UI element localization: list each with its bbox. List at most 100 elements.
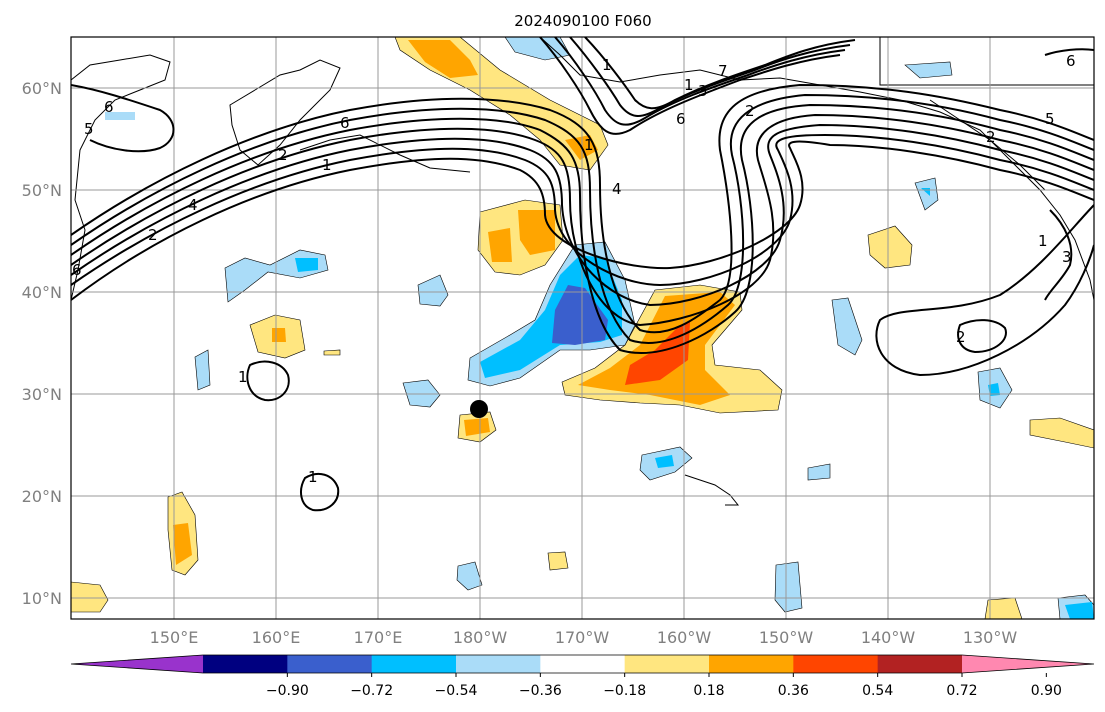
- shade-neg-south3: [456, 561, 483, 591]
- colorbar-tick-label: −0.54: [435, 683, 478, 699]
- shade-neg-east3-core: [988, 383, 1000, 396]
- shade-neg-main-core: [480, 255, 622, 378]
- colorbar-segment: [793, 655, 879, 673]
- shade-pos-left: [71, 581, 109, 613]
- colorbar-segment: [624, 655, 710, 673]
- lon-label: 160°E: [252, 628, 301, 647]
- coastline-canada: [879, 37, 1094, 86]
- shade-pos-small3: [323, 349, 341, 356]
- shade-pos-small1: [547, 551, 569, 571]
- shade-neg-small2: [194, 349, 211, 391]
- contour-label: 2: [278, 146, 288, 164]
- colorbar-tick-label: 0.54: [862, 683, 893, 699]
- colorbar-segment: [287, 655, 373, 673]
- contour-label: 5: [84, 120, 94, 138]
- lon-label: 150°E: [150, 628, 199, 647]
- shade-neg-south5-core: [1065, 602, 1094, 619]
- colorbar-extend-high: [962, 655, 1094, 673]
- shade-pos-se: [1029, 417, 1094, 449]
- shade-neg-east2: [914, 177, 939, 211]
- coastline-alaska: [539, 37, 1094, 301]
- shade-neg-north2: [904, 61, 953, 79]
- lon-label: 160°W: [657, 628, 712, 647]
- contour-label: 6: [676, 110, 686, 128]
- colorbar-tick-label: −0.72: [350, 683, 393, 699]
- contour-label: 1: [238, 368, 248, 386]
- lon-label: 130°W: [963, 628, 1018, 647]
- contour-6: [71, 133, 1094, 287]
- contour-label: 1: [584, 136, 594, 154]
- lat-label: 60°N: [22, 79, 62, 98]
- lat-label: 10°N: [22, 589, 62, 608]
- colorbar-tick-label: 0.72: [946, 683, 977, 699]
- colorbar-segment: [371, 655, 457, 673]
- colorbar-segment: [540, 655, 626, 673]
- contour-label: 2: [148, 226, 158, 244]
- contour-17: [1044, 48, 1094, 56]
- colorbar-segment: [203, 655, 288, 673]
- contour-label: 5: [1045, 110, 1055, 128]
- contour-label: 7: [718, 62, 728, 80]
- shade-pos-mid-core: [488, 228, 512, 262]
- shade-pos-south-core: [464, 418, 490, 436]
- colorbar-segment: [456, 655, 541, 673]
- lon-label: 170°W: [555, 628, 610, 647]
- lat-label: 30°N: [22, 385, 62, 404]
- contour-13: [957, 319, 1007, 354]
- lon-label: 170°E: [354, 628, 403, 647]
- colorbar-tick-label: −0.90: [266, 683, 309, 699]
- contour-label: 2: [745, 102, 755, 120]
- map-title: 2024090100 F060: [514, 12, 651, 30]
- contour-15: [300, 472, 340, 512]
- contour-label: 1: [1038, 232, 1048, 250]
- shade-pos-west-core: [272, 328, 286, 342]
- negative-shading: [105, 37, 1094, 619]
- lon-label: 180°W: [453, 628, 508, 647]
- shade-neg-small1: [417, 274, 449, 307]
- shade-neg-west-core: [295, 258, 318, 272]
- colorbar: −0.90 −0.72 −0.54 −0.36 −0.18 0.18 0.36 0.54 0.7…: [70, 654, 1095, 699]
- contour-label: 6: [1066, 52, 1076, 70]
- contour-4: [71, 113, 1094, 327]
- colorbar-extend-low: [71, 655, 203, 673]
- contour-lines: [71, 37, 1094, 512]
- shade-pos-east: [867, 225, 913, 269]
- colorbar-segment: [709, 655, 794, 673]
- shade-neg-east1: [831, 297, 863, 356]
- contour-label: 3: [698, 82, 708, 100]
- contour-label: 3: [1062, 248, 1072, 266]
- contour-label: 6: [340, 114, 350, 132]
- colorbar-tick-label: −0.18: [603, 683, 646, 699]
- lon-label: 150°W: [759, 628, 814, 647]
- contour-5: [71, 123, 1094, 307]
- shade-pos-alaska-core: [408, 40, 478, 78]
- lat-label: 50°N: [22, 181, 62, 200]
- shade-neg-south4: [774, 561, 803, 613]
- contour-14: [246, 360, 290, 402]
- contour-label: 6: [72, 261, 82, 279]
- lon-label: 140°W: [861, 628, 916, 647]
- colorbar-tick-label: −0.36: [519, 683, 562, 699]
- contour-label: 1: [602, 56, 612, 74]
- contour-label: 1: [322, 156, 332, 174]
- colorbar-tick-label: 0.36: [778, 683, 809, 699]
- shade-neg-south1-core: [655, 455, 674, 468]
- contour-label: 1: [308, 468, 318, 486]
- contour-18: [1044, 209, 1073, 301]
- contour-label: 4: [188, 196, 198, 214]
- contour-7: [71, 140, 1094, 301]
- contour-3: [71, 103, 1094, 354]
- latitude-labels: 60°N 50°N 40°N 30°N 20°N 10°N: [22, 79, 62, 608]
- gridlines: [71, 37, 1094, 619]
- coastline-kamchatka: [229, 59, 341, 166]
- contour-label: 2: [986, 128, 996, 146]
- contour-1: [71, 83, 1094, 334]
- map-frame: [70, 36, 1095, 620]
- colorbar-outline: [70, 654, 1095, 674]
- contour-8: [539, 37, 841, 135]
- lat-label: 20°N: [22, 487, 62, 506]
- shade-pos-sw-core: [173, 523, 192, 565]
- contour-12: [875, 204, 1094, 377]
- shade-neg-nw: [105, 112, 135, 120]
